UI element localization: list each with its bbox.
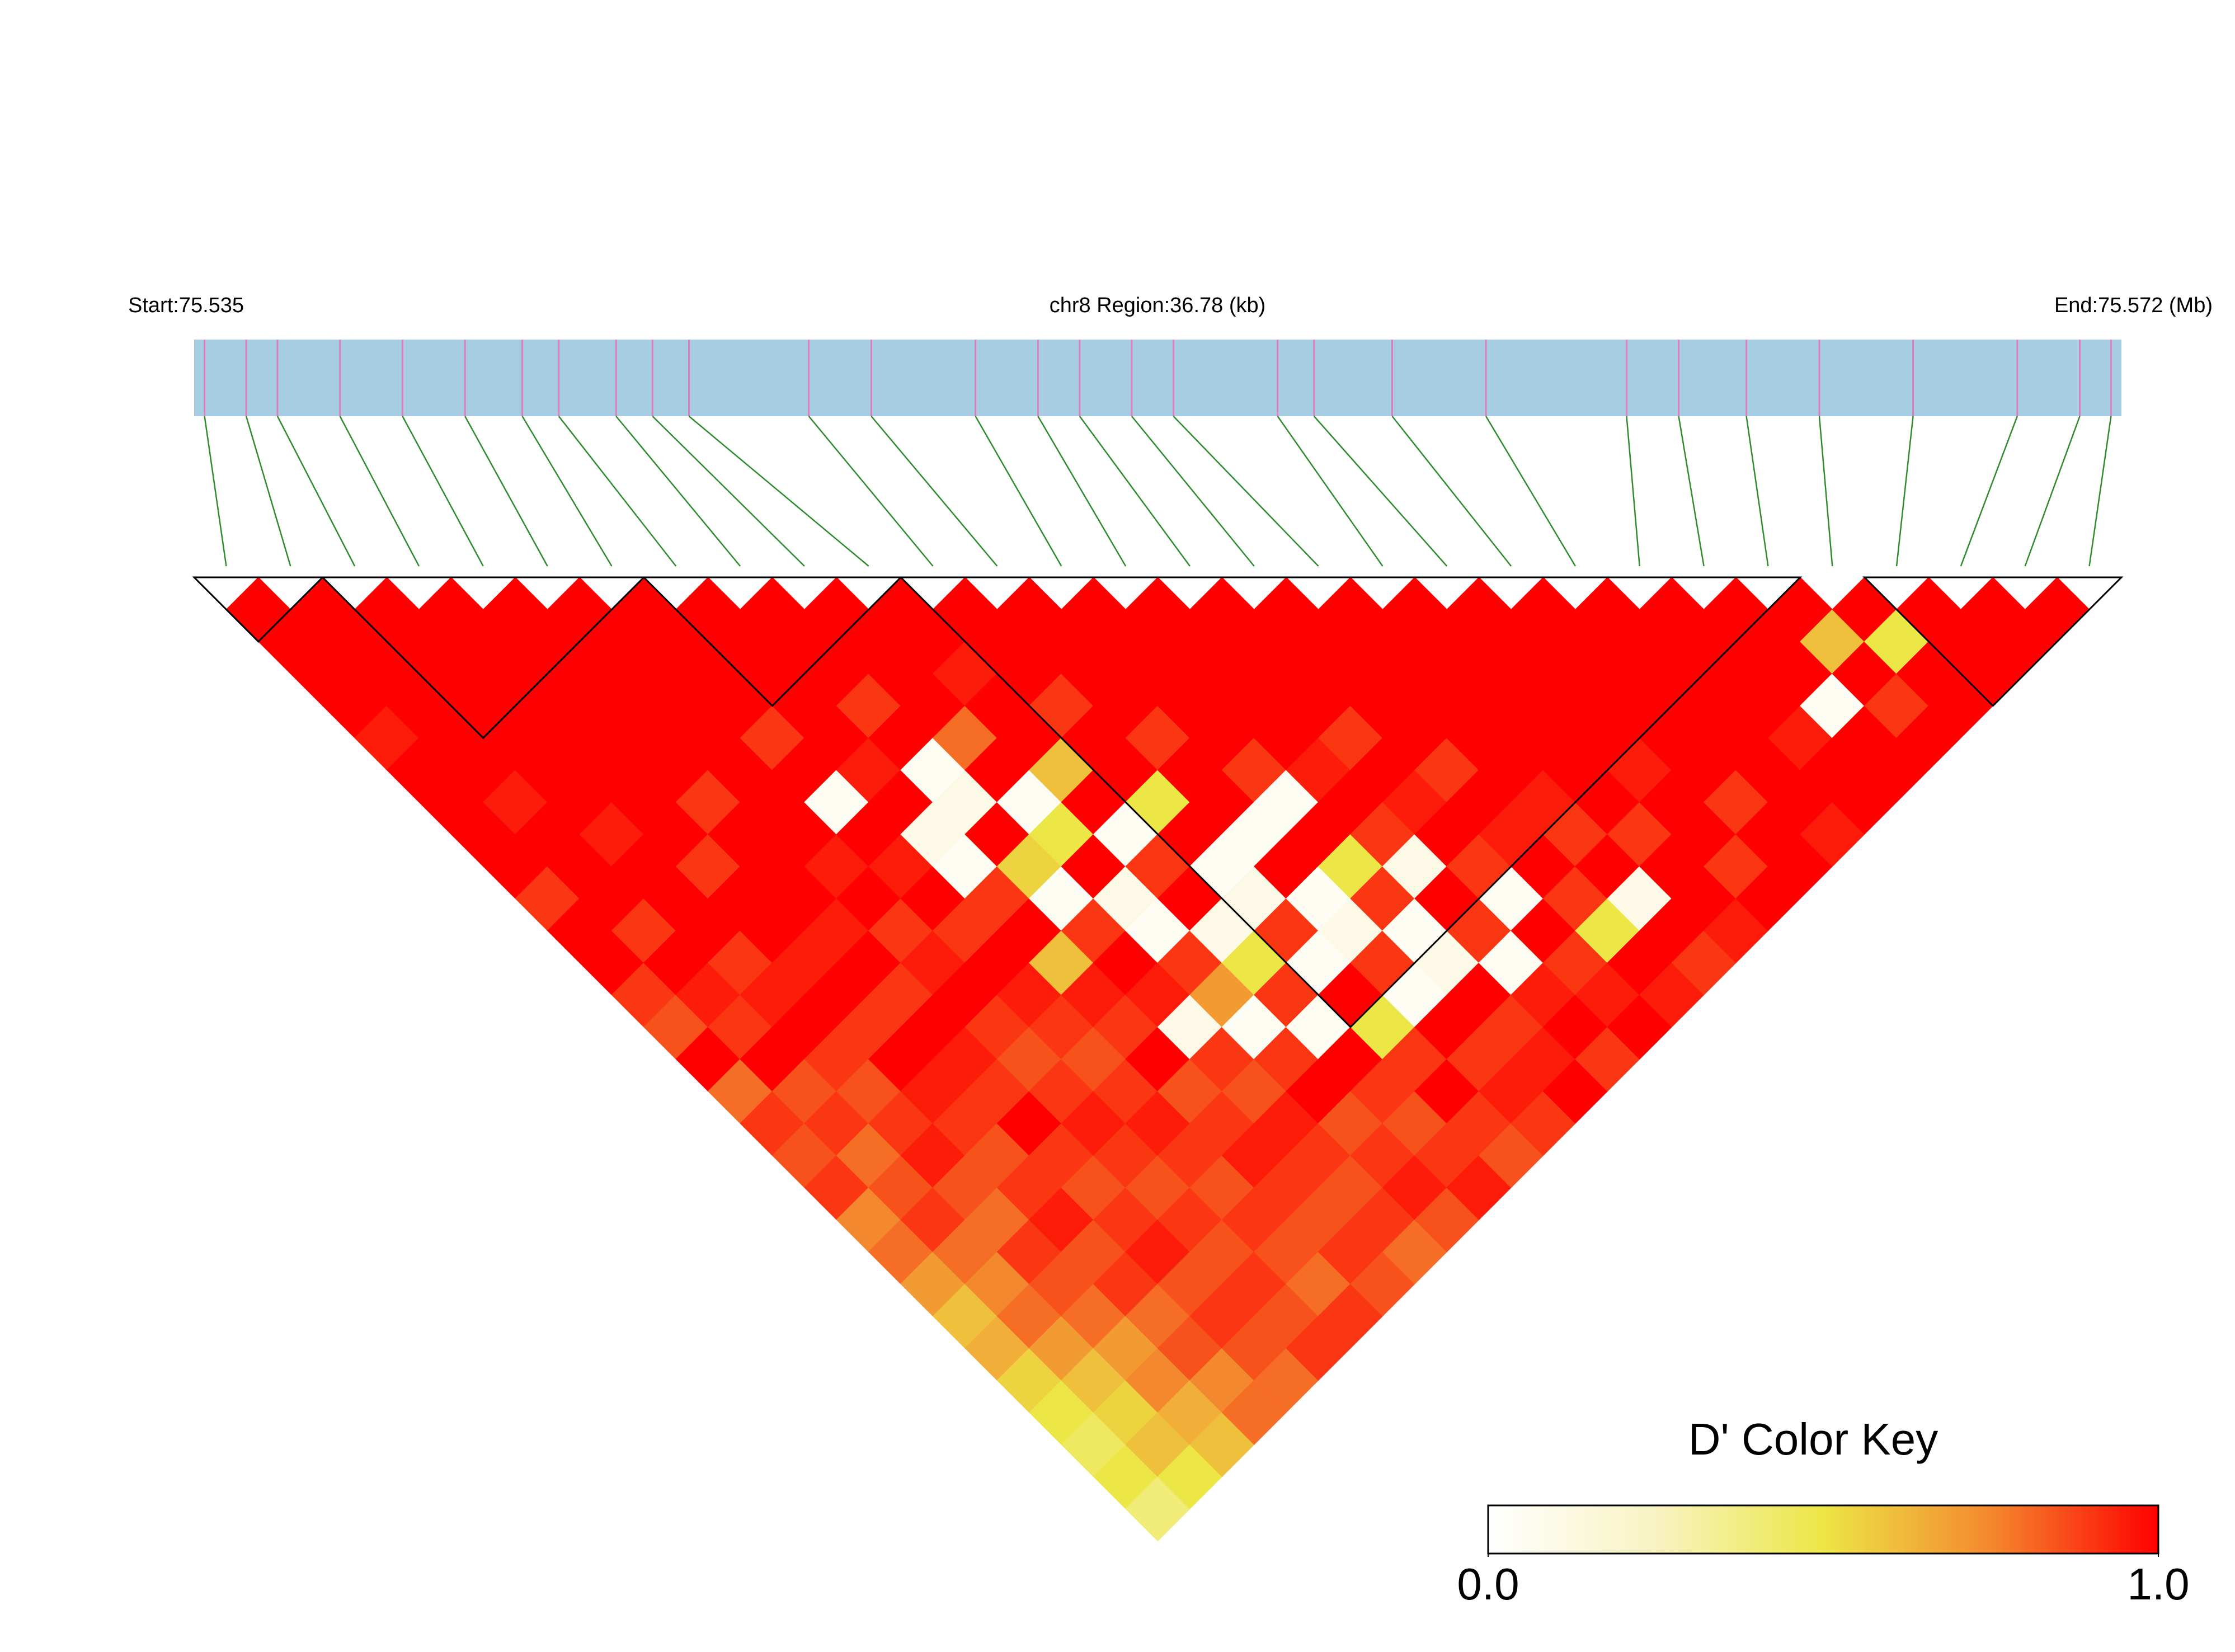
snp-connector	[1678, 416, 1705, 567]
key-title: D' Color Key	[1688, 1414, 1938, 1464]
start-label: Start:75.535	[128, 294, 244, 317]
snp-connector	[1079, 416, 1191, 567]
ld-block	[321, 576, 646, 740]
snp-connector	[615, 416, 741, 567]
snp-connector	[2024, 416, 2081, 567]
snp-connector	[975, 416, 1062, 567]
snp-connector	[1818, 416, 1833, 567]
snp-connector	[402, 416, 484, 567]
snp-connector	[1391, 416, 1512, 567]
snp-connector	[1131, 416, 1255, 567]
snp-connector	[1895, 416, 1914, 567]
snp-connector	[1626, 416, 1640, 567]
snp-connector	[204, 416, 227, 567]
snp-connector	[2088, 416, 2112, 567]
end-label: End:75.572 (Mb)	[2054, 294, 2213, 317]
snp-connector	[558, 416, 677, 567]
snp-connector	[1037, 416, 1127, 567]
snp-connector	[464, 416, 548, 567]
chart-title: chr8 Region:36.78 (kb)	[1050, 294, 1266, 317]
snp-connector	[1173, 416, 1319, 567]
snp-connector	[1745, 416, 1769, 567]
snp-connector	[808, 416, 934, 567]
snp-connector	[1313, 416, 1448, 567]
snp-connector	[688, 416, 869, 567]
snp-connector	[1485, 416, 1576, 567]
ld-block	[1862, 576, 2124, 707]
snp-connector	[652, 416, 805, 567]
position-bar	[194, 340, 2121, 416]
ld-block	[642, 576, 903, 707]
snp-connector	[245, 416, 291, 567]
snp-connector	[276, 416, 356, 567]
snp-connector	[521, 416, 613, 567]
key-tick-label: 1.0	[2127, 1559, 2189, 1609]
snp-connector	[339, 416, 420, 567]
color-key	[1487, 1504, 2159, 1555]
snp-connector	[871, 416, 998, 567]
ld-block	[898, 576, 1803, 1028]
snp-connector	[1960, 416, 2018, 567]
key-tick-label: 0.0	[1457, 1559, 1519, 1609]
snp-connector	[1277, 416, 1384, 567]
ld-block	[192, 576, 325, 643]
